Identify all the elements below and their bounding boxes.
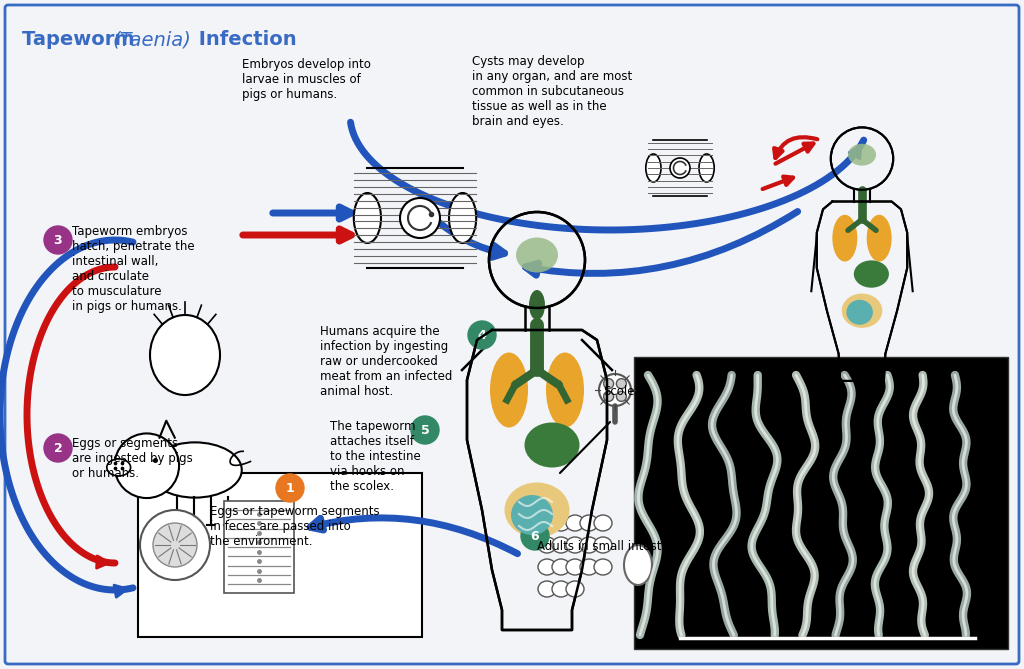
Text: Cysts may develop
in any organ, and are most
common in subcutaneous
tissue as we: Cysts may develop in any organ, and are … bbox=[472, 55, 632, 128]
Ellipse shape bbox=[833, 215, 857, 262]
Text: Tapeworm: Tapeworm bbox=[22, 30, 141, 49]
Ellipse shape bbox=[538, 537, 556, 553]
Polygon shape bbox=[467, 330, 607, 630]
Ellipse shape bbox=[566, 559, 584, 575]
Text: 3: 3 bbox=[53, 233, 62, 246]
Text: The tapeworm
attaches itself
to the intestine
via hooks on
the scolex.: The tapeworm attaches itself to the inte… bbox=[330, 420, 421, 493]
Text: Scolex: Scolex bbox=[603, 385, 641, 398]
Circle shape bbox=[603, 391, 613, 401]
Ellipse shape bbox=[566, 537, 584, 553]
Ellipse shape bbox=[538, 581, 556, 597]
Text: 4: 4 bbox=[477, 328, 486, 341]
Ellipse shape bbox=[552, 537, 570, 553]
Ellipse shape bbox=[552, 581, 570, 597]
Ellipse shape bbox=[847, 300, 872, 324]
Ellipse shape bbox=[848, 144, 877, 166]
Ellipse shape bbox=[538, 515, 556, 531]
Ellipse shape bbox=[580, 559, 598, 575]
Ellipse shape bbox=[842, 294, 883, 328]
Ellipse shape bbox=[580, 515, 598, 531]
Ellipse shape bbox=[449, 193, 476, 243]
Ellipse shape bbox=[552, 515, 570, 531]
Ellipse shape bbox=[552, 559, 570, 575]
FancyBboxPatch shape bbox=[224, 501, 294, 593]
Ellipse shape bbox=[594, 515, 612, 531]
Ellipse shape bbox=[646, 154, 662, 182]
Ellipse shape bbox=[529, 290, 545, 320]
Text: Eggs or segments
are ingested by pigs
or humans.: Eggs or segments are ingested by pigs or… bbox=[72, 437, 193, 480]
Text: Adults in small intestine: Adults in small intestine bbox=[537, 540, 680, 553]
Circle shape bbox=[44, 226, 72, 254]
Ellipse shape bbox=[566, 581, 584, 597]
Ellipse shape bbox=[524, 423, 580, 468]
Circle shape bbox=[468, 321, 496, 349]
Ellipse shape bbox=[866, 215, 892, 262]
FancyBboxPatch shape bbox=[5, 5, 1019, 664]
Text: 5: 5 bbox=[421, 423, 429, 436]
Ellipse shape bbox=[538, 559, 556, 575]
Circle shape bbox=[616, 379, 627, 389]
Ellipse shape bbox=[546, 353, 584, 427]
Ellipse shape bbox=[580, 537, 598, 553]
Text: 6: 6 bbox=[530, 529, 540, 543]
Ellipse shape bbox=[505, 482, 569, 537]
Ellipse shape bbox=[670, 158, 690, 178]
Ellipse shape bbox=[854, 260, 889, 288]
Circle shape bbox=[276, 474, 304, 502]
Circle shape bbox=[603, 379, 613, 389]
Ellipse shape bbox=[148, 442, 242, 498]
Ellipse shape bbox=[699, 154, 714, 182]
Polygon shape bbox=[817, 201, 907, 381]
Circle shape bbox=[521, 522, 549, 550]
Ellipse shape bbox=[624, 545, 652, 585]
Text: Humans acquire the
infection by ingesting
raw or undercooked
meat from an infect: Humans acquire the infection by ingestin… bbox=[319, 325, 453, 398]
FancyBboxPatch shape bbox=[138, 473, 422, 637]
Ellipse shape bbox=[594, 559, 612, 575]
Circle shape bbox=[115, 434, 179, 498]
FancyBboxPatch shape bbox=[634, 357, 1008, 649]
Text: 1: 1 bbox=[286, 482, 294, 494]
Text: (Taenia): (Taenia) bbox=[113, 30, 191, 49]
Ellipse shape bbox=[106, 459, 131, 476]
Text: Tapeworm embryos
hatch, penetrate the
intestinal wall,
and circulate
to musculat: Tapeworm embryos hatch, penetrate the in… bbox=[72, 225, 195, 313]
Ellipse shape bbox=[516, 237, 558, 272]
Circle shape bbox=[411, 416, 439, 444]
Ellipse shape bbox=[150, 315, 220, 395]
Circle shape bbox=[153, 523, 197, 567]
Circle shape bbox=[599, 374, 631, 406]
Text: Infection: Infection bbox=[193, 30, 297, 49]
Ellipse shape bbox=[566, 515, 584, 531]
Circle shape bbox=[140, 510, 210, 580]
Ellipse shape bbox=[400, 198, 440, 238]
Text: Eggs or tapeworm segments
in feces are passed into
the environment.: Eggs or tapeworm segments in feces are p… bbox=[210, 505, 380, 548]
Text: Embryos develop into
larvae in muscles of
pigs or humans.: Embryos develop into larvae in muscles o… bbox=[242, 58, 371, 101]
Text: 2: 2 bbox=[53, 442, 62, 454]
Ellipse shape bbox=[490, 353, 528, 427]
Ellipse shape bbox=[594, 537, 612, 553]
Circle shape bbox=[616, 391, 627, 401]
Ellipse shape bbox=[354, 193, 381, 243]
Ellipse shape bbox=[511, 495, 553, 535]
Circle shape bbox=[44, 434, 72, 462]
